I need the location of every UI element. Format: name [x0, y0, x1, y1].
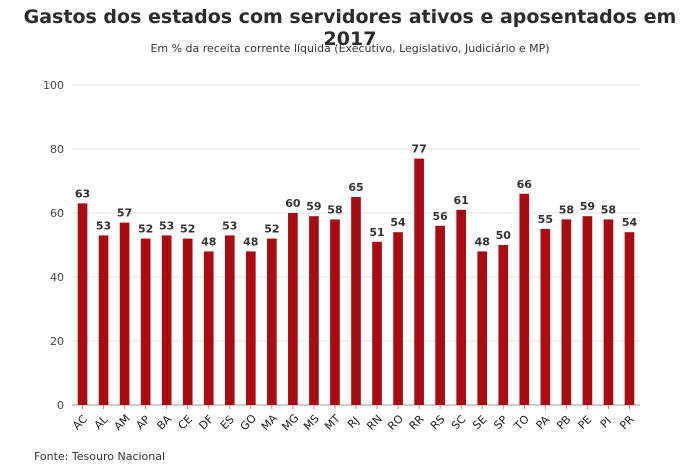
data-label: 77	[411, 143, 426, 156]
data-label: 53	[96, 219, 111, 232]
y-tick-label: 40	[50, 271, 64, 284]
bar-go	[245, 251, 256, 405]
x-tick-label: AM	[112, 412, 133, 433]
bar-am	[119, 222, 130, 405]
data-label: 59	[580, 200, 595, 213]
data-label: 53	[222, 219, 237, 232]
data-label: 48	[243, 235, 258, 248]
bar-rr	[414, 158, 424, 405]
y-tick-label: 0	[57, 399, 64, 412]
data-label: 52	[180, 223, 195, 236]
y-tick-label: 20	[50, 335, 64, 348]
bar-rn	[372, 241, 382, 405]
x-tick-label: AL	[92, 412, 111, 431]
bar-ce	[182, 238, 193, 405]
bar-al	[98, 235, 109, 405]
data-label: 52	[264, 223, 279, 236]
x-tick-label: BA	[154, 412, 174, 432]
bar-to	[519, 193, 530, 405]
y-tick-label: 100	[43, 79, 64, 92]
data-label: 63	[75, 187, 90, 200]
bar-se	[477, 251, 488, 405]
data-label: 51	[369, 226, 384, 239]
data-label: 59	[306, 200, 321, 213]
bar-pa	[540, 229, 551, 405]
data-label: 61	[454, 194, 469, 207]
x-tick-label: RS	[428, 413, 448, 433]
x-tick-label: MG	[279, 412, 301, 434]
data-label: 50	[496, 229, 512, 242]
bar-pb	[561, 219, 572, 405]
data-label: 48	[475, 235, 490, 248]
bar-df	[203, 251, 214, 405]
bar-rs	[435, 225, 445, 405]
bar-rj	[351, 197, 361, 405]
data-label: 56	[432, 210, 448, 223]
y-axis: 0 20 40 60 80 100	[43, 79, 64, 412]
bar-pe	[582, 216, 593, 405]
x-axis: AC AL AM AP BA CE DF ES GO MA MG MS MT RJ RN RO RR RS SC SE…	[70, 405, 637, 433]
chart-subtitle: Em % da receita corrente líquida (Execut…	[150, 42, 550, 55]
source-note: Fonte: Tesouro Nacional	[34, 450, 166, 463]
bar-pr	[624, 232, 635, 405]
data-label: 58	[327, 203, 342, 216]
x-tick-label: PB	[554, 413, 573, 432]
data-label: 54	[622, 216, 638, 229]
x-tick-label: PR	[617, 413, 637, 433]
data-labels: 63 53 57 52 53 52 48 53 48 52 60 59 58 65 51 54 77 56 61 48…	[75, 143, 638, 249]
y-tick-label: 60	[50, 207, 64, 220]
x-tick-label: AC	[70, 412, 90, 432]
bar-ap	[140, 238, 151, 405]
x-tick-label: PE	[576, 413, 595, 432]
data-label: 52	[138, 223, 153, 236]
data-label: 58	[559, 203, 574, 216]
y-tick-label: 80	[50, 143, 64, 156]
bar-ac	[77, 203, 88, 405]
data-label: 48	[201, 235, 216, 248]
data-label: 58	[601, 203, 616, 216]
bar-mg	[288, 213, 298, 405]
x-tick-label: AP	[134, 413, 153, 432]
x-tick-label: DF	[196, 413, 216, 433]
bar-pi	[603, 219, 614, 405]
bar-sc	[456, 209, 467, 405]
data-label: 53	[159, 219, 174, 232]
x-tick-label: ES	[218, 413, 237, 432]
x-tick-label: SE	[470, 413, 489, 432]
data-label: 57	[117, 207, 132, 220]
x-tick-label: RO	[385, 412, 406, 433]
x-tick-label: PI	[598, 414, 614, 430]
bar-es	[224, 235, 235, 405]
x-tick-label: RR	[407, 412, 427, 432]
bar-ba	[161, 235, 172, 405]
bar-sp	[498, 245, 509, 405]
x-tick-label: PA	[534, 413, 553, 432]
x-tick-label: GO	[238, 412, 260, 434]
x-tick-label: TO	[511, 412, 532, 433]
chart-title: Gastos dos estados com servidores ativos…	[23, 6, 677, 50]
data-label: 66	[517, 178, 533, 191]
bar-ma	[267, 238, 277, 405]
x-tick-label: SC	[449, 413, 469, 433]
x-tick-label: RN	[364, 412, 384, 432]
data-label: 55	[538, 213, 553, 226]
data-label: 65	[348, 181, 363, 194]
x-tick-label: SP	[491, 413, 510, 432]
x-tick-label: RJ	[345, 414, 362, 431]
x-tick-label: CE	[175, 413, 195, 433]
x-tick-label: MS	[301, 412, 322, 433]
x-tick-label: MA	[259, 412, 281, 434]
bar-mt	[330, 219, 340, 405]
bar-ms	[309, 216, 319, 405]
data-label: 60	[285, 197, 301, 210]
bar-ro	[393, 232, 403, 405]
data-label: 54	[390, 216, 406, 229]
x-tick-label: MT	[322, 412, 343, 433]
bars	[77, 158, 635, 405]
